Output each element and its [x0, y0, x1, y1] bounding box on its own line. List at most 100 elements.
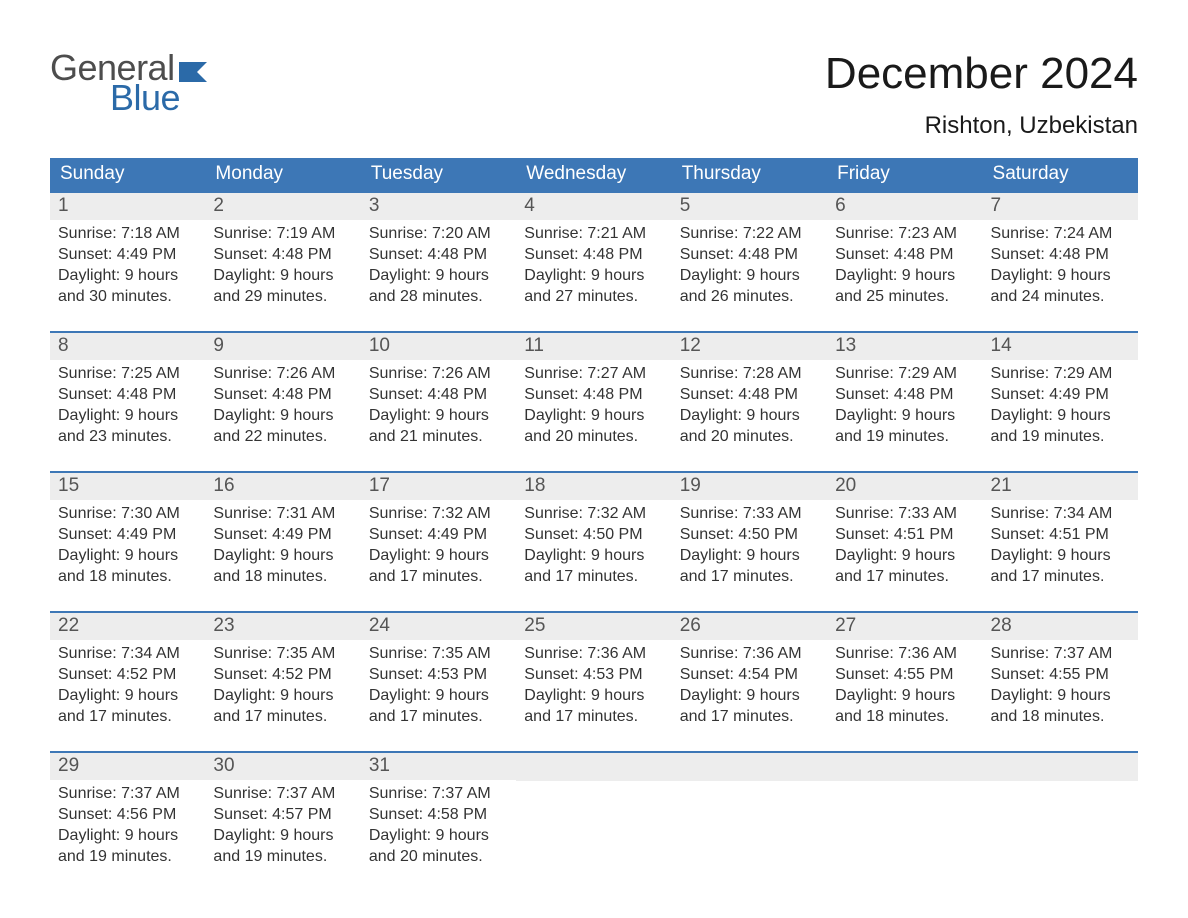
day-number: 6: [827, 193, 982, 220]
sunrise-value: 7:26 AM: [432, 365, 491, 382]
day-cell: 24Sunrise: 7:35 AMSunset: 4:53 PMDayligh…: [361, 613, 516, 727]
sunset-prefix: Sunset:: [213, 386, 272, 403]
sunrise-line: Sunrise: 7:32 AM: [369, 504, 508, 525]
weekday-cell: Tuesday: [361, 158, 516, 191]
daylight-line-1: Daylight: 9 hours: [58, 686, 197, 707]
sunset-value: 4:50 PM: [738, 526, 798, 543]
day-cell: 12Sunrise: 7:28 AMSunset: 4:48 PMDayligh…: [672, 333, 827, 447]
weekday-cell: Thursday: [672, 158, 827, 191]
sunrise-line: Sunrise: 7:27 AM: [524, 364, 663, 385]
day-cell: 1Sunrise: 7:18 AMSunset: 4:49 PMDaylight…: [50, 193, 205, 307]
sunrise-value: 7:27 AM: [587, 365, 646, 382]
day-body: Sunrise: 7:36 AMSunset: 4:53 PMDaylight:…: [516, 640, 671, 727]
sunrise-line: Sunrise: 7:34 AM: [58, 644, 197, 665]
sunset-value: 4:54 PM: [738, 666, 798, 683]
sunset-value: 4:53 PM: [583, 666, 643, 683]
sunset-prefix: Sunset:: [835, 666, 894, 683]
sunrise-value: 7:30 AM: [121, 505, 180, 522]
day-body: Sunrise: 7:24 AMSunset: 4:48 PMDaylight:…: [983, 220, 1138, 307]
weekday-cell: Sunday: [50, 158, 205, 191]
sunrise-prefix: Sunrise:: [524, 505, 587, 522]
daylight-line-2: and 20 minutes.: [524, 427, 663, 448]
daylight-line-1: Daylight: 9 hours: [680, 406, 819, 427]
day-body: Sunrise: 7:29 AMSunset: 4:49 PMDaylight:…: [983, 360, 1138, 447]
day-body: Sunrise: 7:36 AMSunset: 4:55 PMDaylight:…: [827, 640, 982, 727]
day-number: 31: [361, 753, 516, 780]
daylight-line-1: Daylight: 9 hours: [369, 266, 508, 287]
sunset-line: Sunset: 4:48 PM: [58, 385, 197, 406]
daylight-line-1: Daylight: 9 hours: [991, 546, 1130, 567]
sunrise-line: Sunrise: 7:26 AM: [213, 364, 352, 385]
daylight-line-1: Daylight: 9 hours: [213, 266, 352, 287]
sunset-value: 4:57 PM: [272, 806, 332, 823]
sunset-prefix: Sunset:: [991, 386, 1050, 403]
sunset-value: 4:53 PM: [428, 666, 488, 683]
sunrise-line: Sunrise: 7:35 AM: [213, 644, 352, 665]
day-cell: 4Sunrise: 7:21 AMSunset: 4:48 PMDaylight…: [516, 193, 671, 307]
day-number: 19: [672, 473, 827, 500]
sunset-line: Sunset: 4:49 PM: [58, 525, 197, 546]
daylight-line-2: and 19 minutes.: [835, 427, 974, 448]
sunrise-value: 7:37 AM: [1054, 645, 1113, 662]
daylight-line-2: and 25 minutes.: [835, 287, 974, 308]
sunrise-value: 7:34 AM: [121, 645, 180, 662]
sunset-line: Sunset: 4:55 PM: [835, 665, 974, 686]
day-body: Sunrise: 7:29 AMSunset: 4:48 PMDaylight:…: [827, 360, 982, 447]
title-block: December 2024 Rishton, Uzbekistan: [825, 50, 1138, 140]
day-number: 2: [205, 193, 360, 220]
daylight-line-1: Daylight: 9 hours: [524, 686, 663, 707]
day-cell: 7Sunrise: 7:24 AMSunset: 4:48 PMDaylight…: [983, 193, 1138, 307]
sunrise-prefix: Sunrise:: [991, 645, 1054, 662]
daylight-line-2: and 18 minutes.: [58, 567, 197, 588]
sunrise-value: 7:25 AM: [121, 365, 180, 382]
sunrise-value: 7:37 AM: [277, 785, 336, 802]
day-cell: 19Sunrise: 7:33 AMSunset: 4:50 PMDayligh…: [672, 473, 827, 587]
sunset-prefix: Sunset:: [58, 666, 117, 683]
sunset-line: Sunset: 4:54 PM: [680, 665, 819, 686]
day-number: 14: [983, 333, 1138, 360]
sunrise-prefix: Sunrise:: [213, 645, 276, 662]
day-cell: 8Sunrise: 7:25 AMSunset: 4:48 PMDaylight…: [50, 333, 205, 447]
sunset-line: Sunset: 4:58 PM: [369, 805, 508, 826]
sunrise-value: 7:24 AM: [1054, 225, 1113, 242]
sunset-prefix: Sunset:: [58, 386, 117, 403]
daylight-line-1: Daylight: 9 hours: [835, 406, 974, 427]
sunset-line: Sunset: 4:52 PM: [58, 665, 197, 686]
day-number: 23: [205, 613, 360, 640]
sunset-value: 4:55 PM: [1049, 666, 1109, 683]
daylight-line-1: Daylight: 9 hours: [58, 826, 197, 847]
sunset-value: 4:48 PM: [583, 386, 643, 403]
day-cell: 29Sunrise: 7:37 AMSunset: 4:56 PMDayligh…: [50, 753, 205, 867]
sunrise-prefix: Sunrise:: [58, 225, 121, 242]
sunrise-value: 7:33 AM: [898, 505, 957, 522]
daylight-line-1: Daylight: 9 hours: [213, 686, 352, 707]
calendar: SundayMondayTuesdayWednesdayThursdayFrid…: [50, 158, 1138, 867]
day-cell: 25Sunrise: 7:36 AMSunset: 4:53 PMDayligh…: [516, 613, 671, 727]
sunset-line: Sunset: 4:49 PM: [58, 245, 197, 266]
sunset-line: Sunset: 4:53 PM: [369, 665, 508, 686]
day-number: 7: [983, 193, 1138, 220]
daylight-line-2: and 17 minutes.: [369, 707, 508, 728]
sunrise-prefix: Sunrise:: [58, 785, 121, 802]
day-number: 13: [827, 333, 982, 360]
daylight-line-1: Daylight: 9 hours: [524, 266, 663, 287]
sunrise-value: 7:32 AM: [587, 505, 646, 522]
day-cell: 15Sunrise: 7:30 AMSunset: 4:49 PMDayligh…: [50, 473, 205, 587]
sunset-line: Sunset: 4:48 PM: [835, 385, 974, 406]
sunrise-prefix: Sunrise:: [58, 365, 121, 382]
day-body: Sunrise: 7:37 AMSunset: 4:57 PMDaylight:…: [205, 780, 360, 867]
day-cell: 13Sunrise: 7:29 AMSunset: 4:48 PMDayligh…: [827, 333, 982, 447]
sunset-prefix: Sunset:: [369, 666, 428, 683]
sunrise-prefix: Sunrise:: [991, 365, 1054, 382]
day-cell: 2Sunrise: 7:19 AMSunset: 4:48 PMDaylight…: [205, 193, 360, 307]
sunrise-prefix: Sunrise:: [680, 225, 743, 242]
day-cell: 3Sunrise: 7:20 AMSunset: 4:48 PMDaylight…: [361, 193, 516, 307]
daylight-line-1: Daylight: 9 hours: [213, 406, 352, 427]
daylight-line-1: Daylight: 9 hours: [991, 266, 1130, 287]
daylight-line-1: Daylight: 9 hours: [213, 546, 352, 567]
sunset-prefix: Sunset:: [524, 386, 583, 403]
empty-day-cell: [827, 753, 982, 867]
sunset-value: 4:55 PM: [894, 666, 954, 683]
sunset-value: 4:58 PM: [428, 806, 488, 823]
sunrise-value: 7:35 AM: [277, 645, 336, 662]
